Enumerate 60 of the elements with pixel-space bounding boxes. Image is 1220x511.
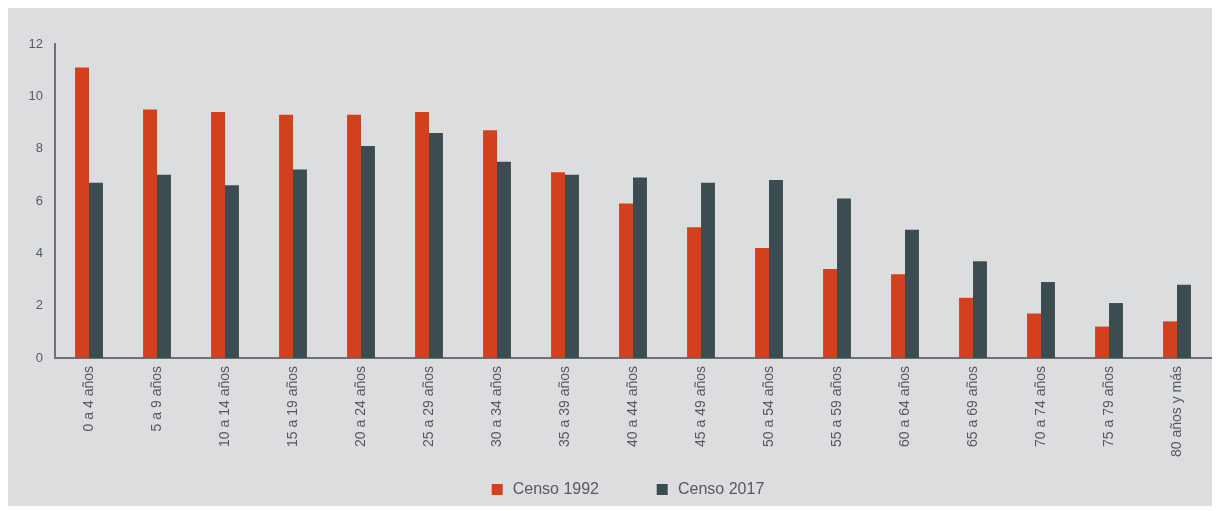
x-tick-label: 45 a 49 años [691, 366, 708, 447]
bar [347, 114, 361, 358]
x-tick-label: 40 a 44 años [623, 366, 640, 447]
x-tick-label: 15 a 19 años [283, 366, 300, 447]
bar [973, 261, 987, 358]
y-tick-label: 6 [35, 192, 43, 208]
bar [361, 146, 375, 358]
x-tick-label: 10 a 14 años [215, 366, 232, 447]
bar [633, 177, 647, 358]
bar [1095, 326, 1109, 358]
x-tick-label: 35 a 39 años [555, 366, 572, 447]
y-tick-label: 2 [35, 297, 43, 313]
bar [429, 132, 443, 358]
bar [701, 182, 715, 358]
bar [1177, 284, 1191, 358]
bar [415, 112, 429, 358]
x-tick-label: 75 a 79 años [1099, 366, 1116, 447]
y-tick-label: 10 [28, 87, 43, 103]
bar [279, 114, 293, 358]
bar [891, 274, 905, 358]
y-tick-label: 8 [35, 140, 43, 156]
x-tick-label: 30 a 34 años [487, 366, 504, 447]
bar [225, 185, 239, 358]
bar [551, 172, 565, 358]
bar [1163, 321, 1177, 358]
bar [89, 182, 103, 358]
bar [75, 67, 89, 358]
y-tick-label: 4 [35, 244, 43, 260]
bar [905, 229, 919, 358]
bar [211, 112, 225, 358]
x-tick-label: 0 a 4 años [79, 366, 96, 432]
x-tick-label: 70 a 74 años [1031, 366, 1048, 447]
bar [157, 174, 171, 358]
x-tick-label: 65 a 69 años [963, 366, 980, 447]
bar [619, 203, 633, 358]
legend-label: Censo 2017 [678, 480, 765, 498]
x-tick-label: 25 a 29 años [419, 366, 436, 447]
y-tick-label: 0 [35, 349, 43, 365]
bar [143, 109, 157, 358]
bar [293, 169, 307, 358]
legend-label: Censo 1992 [512, 480, 599, 498]
bar [687, 227, 701, 358]
x-tick-label: 80 años y más [1167, 366, 1184, 458]
x-tick-label: 20 a 24 años [351, 366, 368, 447]
x-tick-label: 60 a 64 años [895, 366, 912, 447]
bar [755, 248, 769, 358]
bar [565, 174, 579, 358]
bar [823, 269, 837, 358]
bar [1027, 313, 1041, 358]
x-tick-label: 55 a 59 años [827, 366, 844, 447]
x-tick-label: 5 a 9 años [147, 366, 164, 432]
bar [1041, 282, 1055, 358]
bar [837, 198, 851, 358]
bar [959, 297, 973, 358]
bar [1109, 303, 1123, 358]
bar [497, 161, 511, 358]
y-tick-label: 12 [28, 35, 43, 51]
bar [483, 130, 497, 358]
x-tick-label: 50 a 54 años [759, 366, 776, 447]
bar [769, 180, 783, 358]
